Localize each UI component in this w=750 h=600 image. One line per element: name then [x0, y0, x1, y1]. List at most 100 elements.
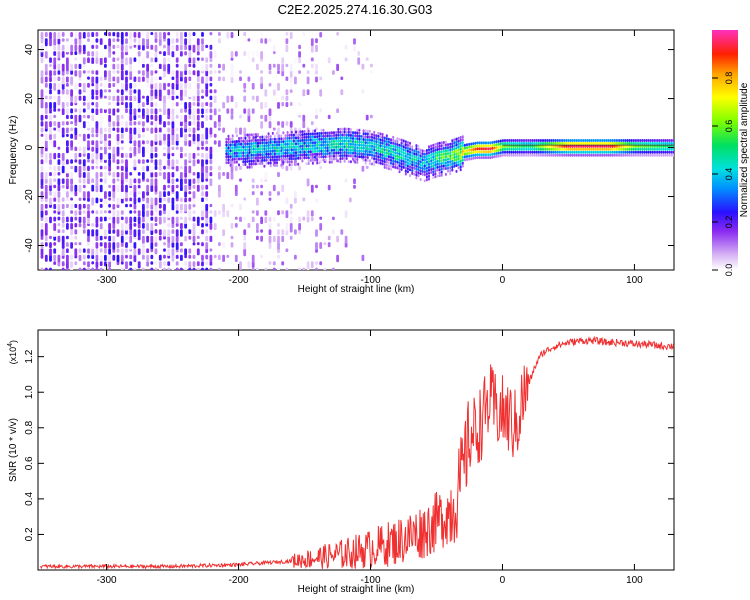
spectrogram-noise-cell — [251, 191, 255, 195]
spectrogram-ridge-cell — [261, 144, 264, 148]
spectrogram-ridge-cell — [352, 154, 354, 158]
spectrogram-noise-cell — [201, 57, 204, 61]
spectrogram-noise-cell — [184, 216, 187, 225]
spectrogram-ridge-cell — [326, 146, 329, 150]
spectrogram-noise-cell — [57, 44, 61, 51]
spectrogram-noise-cell — [302, 89, 306, 97]
spectrogram-ridge-cell — [438, 165, 441, 169]
spectrogram-ridge-cell — [301, 159, 304, 163]
spectrogram-noise-cell — [163, 146, 166, 151]
spectrogram-noise-cell — [180, 32, 183, 40]
spectrogram-ridge-cell — [242, 151, 245, 155]
spectrogram-noise-cell — [125, 184, 128, 193]
spectrogram-noise-cell — [281, 70, 285, 77]
spectrogram-ridge-cell — [525, 150, 528, 154]
spectrogram-ridge-cell — [516, 139, 519, 142]
spectrogram-ridge-cell — [269, 149, 272, 153]
spectrogram-noise-cell — [150, 261, 154, 265]
spectrogram-ridge-cell — [286, 157, 289, 161]
spectrogram-noise-cell — [268, 114, 272, 121]
x-tick-label: 100 — [626, 275, 643, 286]
spectrogram-ridge-cell — [305, 144, 308, 148]
spectrogram-ridge-cell — [546, 150, 549, 154]
spectrogram-ridge-cell — [432, 173, 435, 177]
spectrogram-ridge-cell — [474, 147, 477, 151]
spectrogram-ridge-cell — [314, 135, 316, 139]
spectrogram-noise-cell — [357, 57, 361, 65]
spectrogram-ridge-cell — [318, 132, 321, 135]
spectrogram-ridge-cell — [390, 164, 392, 168]
spectrogram-noise-cell — [243, 32, 247, 36]
spectrogram-ridge-cell — [634, 147, 637, 151]
spectrogram-ridge-cell — [379, 141, 382, 145]
spectrogram-noise-cell — [370, 63, 373, 68]
spectrogram-ridge-cell — [506, 141, 509, 145]
spectrogram-noise-cell — [243, 127, 247, 135]
spectrogram-noise-cell — [243, 82, 247, 89]
spectrogram-noise-cell — [40, 76, 44, 84]
spectrogram-ridge-cell — [580, 139, 583, 142]
spectrogram-noise-cell — [133, 203, 137, 210]
spectrogram-ridge-cell — [392, 144, 395, 148]
spectrogram-ridge-cell — [453, 141, 456, 145]
spectrogram-noise-cell — [70, 152, 73, 158]
spectrogram-ridge-cell — [482, 141, 485, 145]
spectrogram-noise-cell — [99, 178, 103, 183]
spectrogram-ridge-cell — [596, 147, 599, 151]
spectrogram-ridge-cell — [326, 131, 329, 135]
spectrogram-noise-cell — [180, 254, 183, 261]
spectrogram-noise-cell — [87, 210, 90, 218]
spectrogram-ridge-cell — [358, 152, 361, 156]
spectrogram-noise-cell — [142, 38, 145, 46]
spectrogram-noise-cell — [133, 133, 137, 141]
spectrogram-ridge-cell — [432, 152, 435, 156]
spectrogram-ridge-cell — [643, 150, 646, 154]
spectrogram-noise-cell — [104, 267, 107, 270]
spectrogram-ridge-cell — [622, 144, 625, 148]
spectrogram-ridge-cell — [276, 146, 278, 150]
spectrogram-noise-cell — [120, 63, 124, 71]
spectrogram-noise-cell — [298, 223, 301, 231]
spectrogram-ridge-cell — [290, 142, 293, 146]
spectrogram-noise-cell — [40, 178, 44, 186]
spectrogram-ridge-cell — [356, 155, 359, 158]
spectrogram-noise-cell — [344, 210, 348, 218]
spectrogram-noise-cell — [120, 82, 124, 90]
spectrogram-ridge-cell — [322, 140, 325, 144]
spectrogram-noise-cell — [167, 82, 171, 87]
spectrogram-ridge-cell — [550, 147, 553, 151]
spectrogram-ridge-cell — [493, 140, 496, 144]
spectrogram-ridge-cell — [227, 152, 230, 156]
spectrogram-noise-cell — [95, 108, 99, 115]
spectrogram-noise-cell — [44, 229, 48, 236]
spectrogram-noise-cell — [327, 242, 331, 248]
spectrogram-ridge-cell — [292, 154, 295, 158]
spectrogram-ridge-cell — [442, 158, 445, 162]
spectrogram-noise-cell — [74, 203, 78, 208]
spectrogram-noise-cell — [61, 51, 65, 58]
spectrogram-noise-cell — [171, 70, 175, 76]
spectrogram-noise-cell — [66, 242, 69, 247]
spectrogram-ridge-cell — [413, 163, 416, 167]
spectrogram-noise-cell — [184, 140, 187, 146]
spectrogram-ridge-cell — [366, 156, 369, 159]
spectrogram-noise-cell — [196, 178, 200, 184]
spectrogram-noise-cell — [49, 254, 52, 262]
spectrogram-ridge-cell — [352, 137, 354, 140]
spectrogram-ridge-cell — [385, 140, 388, 144]
spectrogram-noise-cell — [158, 32, 162, 40]
y-tick-label: 20 — [24, 93, 35, 105]
spectrogram-noise-cell — [268, 261, 272, 265]
spectrogram-noise-cell — [234, 165, 238, 171]
spectrogram-ridge-cell — [425, 172, 428, 176]
spectrogram-ridge-cell — [438, 171, 441, 175]
x-tick-label: 0 — [500, 575, 506, 586]
spectrogram-ridge-cell — [356, 160, 359, 164]
spectrogram-ridge-cell — [615, 153, 618, 157]
spectrogram-ridge-cell — [449, 166, 452, 170]
spectrogram-ridge-cell — [345, 157, 348, 160]
spectrogram-noise-cell — [112, 203, 116, 210]
spectrogram-ridge-cell — [645, 147, 648, 151]
spectrogram-ridge-cell — [447, 157, 449, 161]
spectrogram-noise-cell — [112, 216, 116, 224]
